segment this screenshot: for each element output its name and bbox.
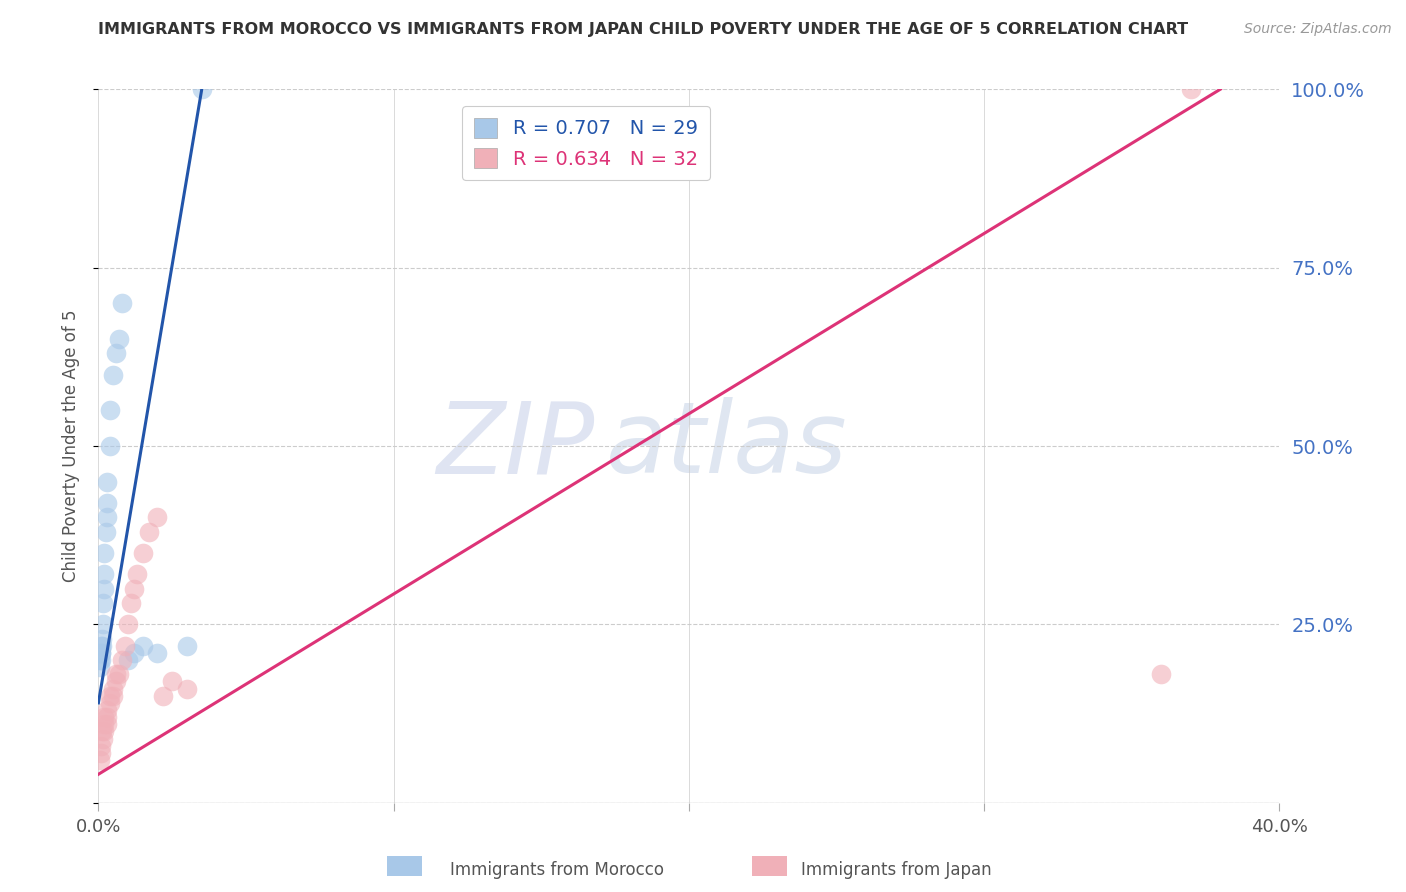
- Point: [105, 667, 128, 681]
- Point: [91, 617, 114, 632]
- Point: [93, 724, 115, 739]
- Text: atlas: atlas: [606, 398, 848, 494]
- Point: [108, 667, 131, 681]
- Text: ZIP: ZIP: [436, 398, 595, 494]
- Point: [91, 731, 114, 746]
- Point: [98, 689, 121, 703]
- Text: Immigrants from Japan: Immigrants from Japan: [801, 861, 993, 879]
- Point: [176, 681, 198, 696]
- Point: [91, 724, 114, 739]
- Point: [94, 524, 117, 539]
- Point: [103, 689, 125, 703]
- Point: [152, 689, 174, 703]
- Point: [125, 567, 148, 582]
- Point: [103, 681, 125, 696]
- Point: [90, 639, 112, 653]
- Text: IMMIGRANTS FROM MOROCCO VS IMMIGRANTS FROM JAPAN CHILD POVERTY UNDER THE AGE OF : IMMIGRANTS FROM MOROCCO VS IMMIGRANTS FR…: [98, 22, 1188, 37]
- Point: [98, 439, 121, 453]
- Legend: R = 0.707   N = 29, R = 0.634   N = 32: R = 0.707 N = 29, R = 0.634 N = 32: [463, 106, 710, 180]
- Point: [90, 646, 112, 660]
- Point: [138, 524, 160, 539]
- Point: [176, 639, 198, 653]
- Point: [105, 346, 128, 360]
- Point: [91, 639, 114, 653]
- Point: [146, 646, 169, 660]
- Point: [93, 582, 115, 596]
- Point: [1150, 667, 1173, 681]
- Point: [96, 510, 118, 524]
- Point: [89, 660, 111, 674]
- Point: [96, 703, 118, 717]
- Point: [89, 653, 111, 667]
- Point: [91, 632, 114, 646]
- Point: [105, 674, 128, 689]
- Text: Source: ZipAtlas.com: Source: ZipAtlas.com: [1244, 22, 1392, 37]
- Point: [132, 639, 155, 653]
- Point: [91, 596, 114, 610]
- Point: [122, 582, 145, 596]
- Point: [93, 546, 115, 560]
- Point: [90, 646, 112, 660]
- Point: [111, 296, 134, 310]
- Point: [111, 653, 134, 667]
- Point: [132, 546, 155, 560]
- Point: [108, 332, 131, 346]
- Point: [103, 368, 125, 382]
- Point: [93, 710, 115, 724]
- Point: [122, 646, 145, 660]
- Point: [96, 475, 118, 489]
- Point: [114, 639, 136, 653]
- Point: [191, 82, 214, 96]
- Point: [90, 746, 112, 760]
- Point: [117, 653, 139, 667]
- Point: [90, 653, 112, 667]
- Point: [117, 617, 139, 632]
- Point: [1180, 82, 1202, 96]
- Point: [146, 510, 169, 524]
- Point: [120, 596, 142, 610]
- Point: [90, 739, 112, 753]
- Point: [96, 710, 118, 724]
- Point: [93, 567, 115, 582]
- Point: [98, 696, 121, 710]
- Point: [162, 674, 183, 689]
- Point: [96, 717, 118, 731]
- Point: [93, 717, 115, 731]
- Point: [98, 403, 121, 417]
- Point: [89, 753, 111, 767]
- Y-axis label: Child Poverty Under the Age of 5: Child Poverty Under the Age of 5: [62, 310, 80, 582]
- Point: [96, 496, 118, 510]
- Text: Immigrants from Morocco: Immigrants from Morocco: [450, 861, 664, 879]
